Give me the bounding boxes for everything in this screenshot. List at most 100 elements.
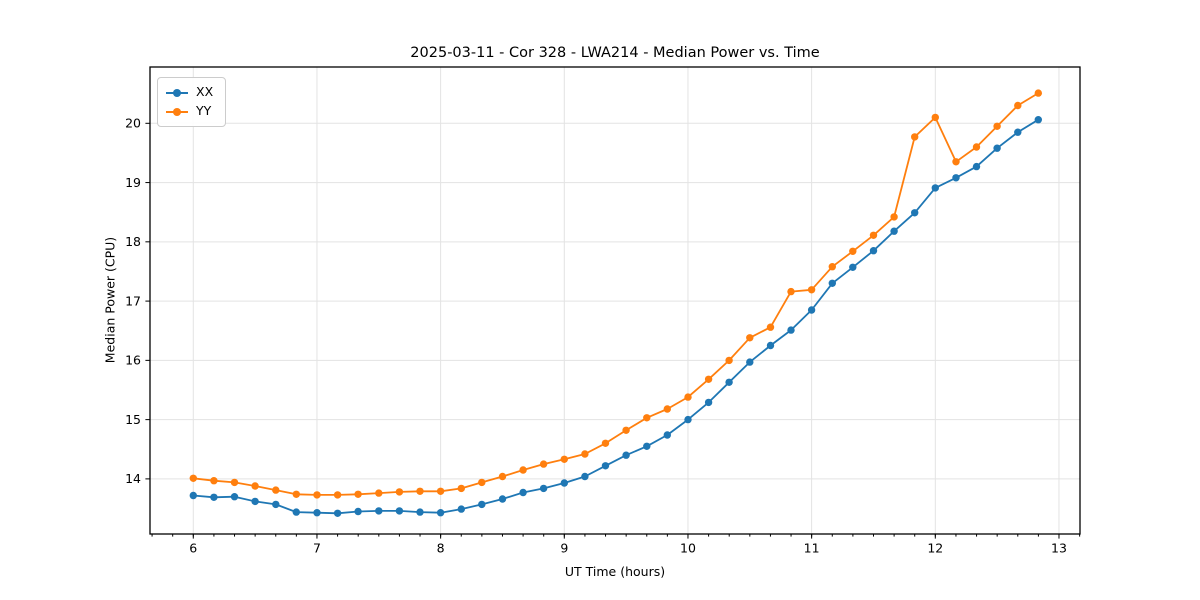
data-point-marker — [292, 508, 300, 516]
data-point-marker — [189, 491, 197, 500]
data-point-marker — [560, 455, 568, 463]
series-yy — [189, 89, 1043, 499]
svg-text:16: 16 — [125, 353, 141, 368]
data-point-marker — [643, 414, 651, 422]
data-point-marker — [457, 484, 465, 493]
data-point-marker — [725, 356, 733, 365]
svg-text:19: 19 — [125, 175, 141, 190]
data-point-marker — [436, 509, 445, 517]
legend-item-yy: YY — [166, 102, 213, 121]
data-point-marker — [457, 505, 465, 513]
data-point-marker — [581, 450, 589, 458]
data-point-marker — [395, 507, 404, 515]
data-point-marker — [849, 247, 857, 255]
data-point-marker — [807, 286, 816, 294]
data-point-marker — [1034, 116, 1043, 124]
svg-text:8: 8 — [437, 541, 445, 556]
legend-item-xx: XX — [166, 83, 213, 102]
data-point-marker — [601, 439, 610, 447]
data-point-marker — [725, 378, 733, 386]
data-point-marker — [663, 405, 671, 413]
data-point-marker — [911, 133, 919, 141]
data-point-marker — [560, 479, 568, 487]
data-point-marker — [1014, 101, 1022, 110]
data-point-marker — [333, 491, 342, 499]
svg-text:7: 7 — [313, 541, 321, 556]
data-point-marker — [622, 426, 630, 434]
data-point-marker — [993, 122, 1001, 130]
data-point-marker — [828, 279, 836, 287]
data-point-marker — [828, 263, 836, 271]
data-point-marker — [230, 478, 239, 487]
data-point-marker — [807, 306, 816, 314]
svg-text:15: 15 — [125, 412, 141, 427]
data-point-marker — [869, 231, 878, 239]
data-point-marker — [333, 509, 342, 517]
svg-text:18: 18 — [125, 234, 141, 249]
legend: XX YY — [157, 77, 227, 127]
plot-area — [149, 66, 1081, 535]
data-point-marker — [189, 474, 197, 482]
data-point-marker — [601, 462, 610, 470]
data-point-marker — [890, 227, 898, 235]
data-point-marker — [787, 287, 795, 296]
data-point-marker — [539, 460, 548, 468]
chart-title: 2025-03-11 - Cor 328 - LWA214 - Median P… — [410, 45, 820, 61]
data-point-marker — [251, 482, 259, 490]
svg-text:6: 6 — [189, 541, 197, 556]
tick-labels: 6 7 8 9 10 11 12 13 14 15 16 17 18 19 20 — [125, 116, 1067, 556]
data-point-marker — [395, 488, 404, 496]
data-point-marker — [478, 478, 486, 487]
data-point-marker — [746, 334, 754, 342]
data-point-marker — [478, 500, 486, 509]
data-point-marker — [210, 477, 218, 485]
data-point-marker — [849, 263, 857, 271]
data-point-marker — [622, 451, 630, 459]
data-point-marker — [766, 341, 775, 350]
svg-text:9: 9 — [560, 541, 568, 556]
data-point-marker — [272, 500, 280, 509]
data-point-marker — [684, 393, 692, 401]
data-point-marker — [684, 415, 692, 424]
data-point-marker — [251, 497, 259, 506]
data-point-marker — [292, 490, 300, 498]
data-point-marker — [519, 488, 527, 497]
svg-text:12: 12 — [927, 541, 943, 556]
svg-text:20: 20 — [125, 116, 141, 131]
data-point-marker — [704, 375, 713, 383]
data-point-marker — [313, 509, 321, 517]
data-point-marker — [952, 158, 960, 166]
svg-text:13: 13 — [1051, 541, 1067, 556]
svg-text:10: 10 — [680, 541, 696, 556]
legend-label: XX — [196, 84, 214, 100]
data-point-marker — [354, 490, 362, 498]
data-point-marker — [354, 507, 362, 516]
data-point-marker — [931, 113, 939, 122]
data-point-marker — [498, 472, 507, 481]
data-point-marker — [704, 398, 713, 407]
data-point-marker — [539, 484, 548, 493]
data-point-marker — [746, 358, 754, 366]
data-point-marker — [210, 493, 218, 501]
data-point-marker — [519, 466, 527, 474]
data-point-marker — [911, 209, 919, 217]
svg-text:11: 11 — [804, 541, 820, 556]
data-point-marker — [890, 213, 898, 221]
data-point-marker — [498, 495, 507, 503]
data-point-marker — [663, 431, 671, 439]
gridlines — [150, 67, 1080, 534]
data-point-marker — [993, 144, 1001, 152]
data-point-marker — [416, 487, 424, 495]
data-point-marker — [787, 326, 795, 334]
data-point-marker — [1034, 89, 1043, 97]
legend-line-marker-icon — [166, 88, 188, 97]
data-point-marker — [972, 162, 981, 171]
data-point-marker — [375, 489, 383, 497]
data-point-marker — [766, 323, 775, 331]
data-point-marker — [931, 184, 939, 192]
data-point-marker — [230, 493, 239, 501]
data-point-marker — [436, 487, 445, 495]
data-point-marker — [643, 442, 651, 450]
series-xx — [189, 116, 1043, 517]
